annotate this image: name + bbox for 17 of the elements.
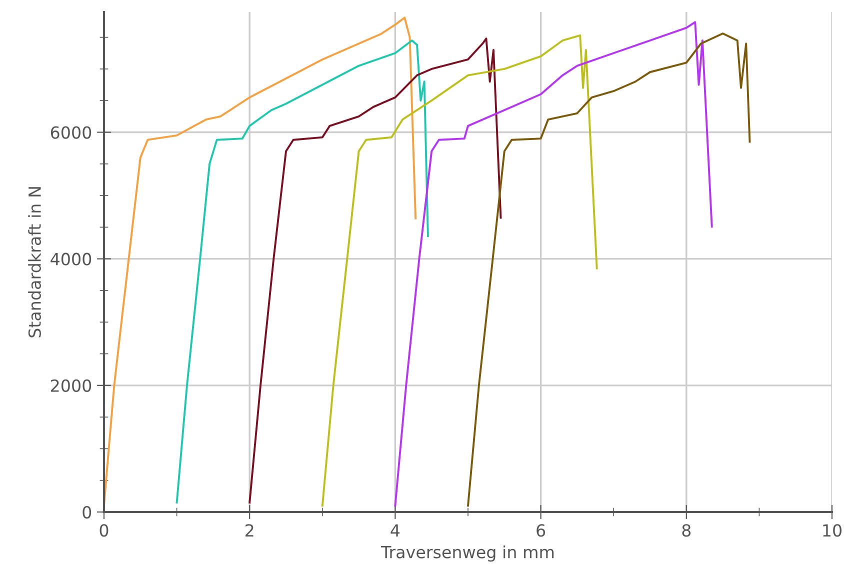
x-tick-label: 4	[390, 524, 400, 536]
line-series	[176, 40, 429, 504]
y-axis-title: Standardkraft in N	[28, 187, 41, 338]
line-series	[321, 34, 598, 507]
line-series	[248, 38, 502, 504]
y-tick-label: 0	[82, 506, 92, 519]
y-tick-label: 2000	[51, 379, 92, 392]
y-tick-label: 4000	[50, 252, 92, 266]
x-axis-title: Traversenweg in mm	[380, 545, 554, 562]
x-tick-label: 6	[536, 524, 546, 537]
x-tick-label: 8	[682, 524, 691, 537]
line-series	[467, 32, 751, 507]
x-tick-label: 2	[246, 524, 254, 536]
x-tick-label: 0	[100, 524, 108, 537]
x-tick-label: 10	[823, 524, 842, 537]
y-tick-label: 6000	[50, 126, 92, 139]
line-series	[394, 21, 713, 507]
